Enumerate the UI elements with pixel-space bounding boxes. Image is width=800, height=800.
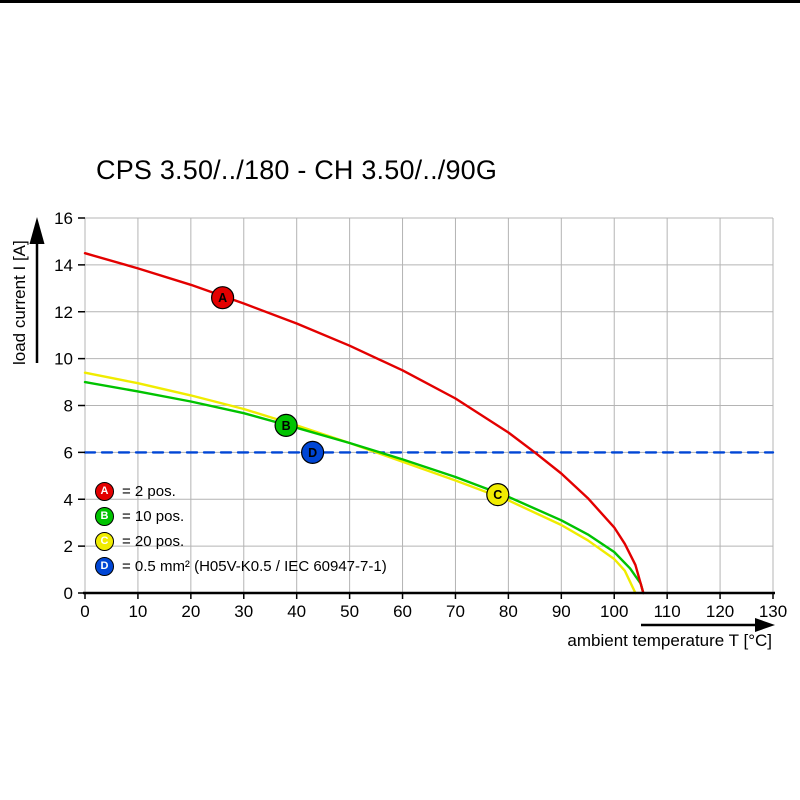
x-tick-label: 60: [393, 602, 412, 621]
marker-letter-A: A: [218, 291, 227, 305]
x-tick-label: 100: [600, 602, 628, 621]
x-tick-label: 120: [706, 602, 734, 621]
derating-chart: 0 10 20 30 40 50 60 70 80 90 100 110 120 130 0 2 4 6 8 10 12…: [29, 209, 787, 632]
x-tick-label: 10: [128, 602, 147, 621]
marker-A: [211, 286, 235, 310]
x-tick-label: 110: [654, 602, 681, 621]
legend-marker-B: B: [95, 507, 114, 526]
x-tick-label: 0: [80, 602, 89, 621]
curve-C: [83, 371, 637, 595]
y-tick-label: 12: [54, 303, 73, 322]
legend-label-B: = 10 pos.: [122, 508, 185, 525]
x-tick-label: 20: [181, 602, 200, 621]
x-tick-label: 40: [287, 602, 306, 621]
legend-item-B: B = 10 pos.: [95, 504, 387, 529]
marker-letter-D: D: [308, 446, 317, 460]
y-axis-arrowhead-icon: [29, 217, 45, 244]
x-tick-label: 70: [446, 602, 465, 621]
legend-item-C: C = 20 pos.: [95, 529, 387, 554]
x-tick-label: 30: [234, 602, 253, 621]
y-tick-label: 8: [64, 397, 73, 416]
marker-letter-C: C: [493, 488, 502, 502]
y-tick-label: 0: [64, 584, 73, 603]
y-axis-label: load current I [A]: [10, 240, 29, 365]
y-tick-label: 4: [64, 490, 73, 509]
y-tick-label: 2: [64, 537, 73, 556]
legend-label-D: = 0.5 mm² (H05V-K0.5 / IEC 60947-7-1): [122, 558, 387, 575]
x-axis-label: ambient temperature T [°C]: [567, 631, 772, 650]
legend-label-C: = 20 pos.: [122, 533, 185, 550]
legend: A = 2 pos. B = 10 pos. C = 20 pos. D = 0.5 mm² …: [95, 479, 387, 579]
x-tick-label: 130: [759, 602, 787, 621]
legend-item-A: A = 2 pos.: [95, 479, 387, 504]
x-axis-arrowhead-icon: [755, 618, 775, 632]
y-tick-label: 14: [54, 256, 73, 275]
y-tick-label: 6: [64, 443, 73, 462]
legend-marker-D: D: [95, 557, 114, 576]
y-tick-label: 10: [54, 350, 73, 369]
legend-marker-C: C: [95, 532, 114, 551]
legend-item-D: D = 0.5 mm² (H05V-K0.5 / IEC 60947-7-1): [95, 554, 387, 579]
curve-B: [83, 380, 645, 595]
x-tick-label: 90: [552, 602, 571, 621]
marker-B: [274, 413, 298, 437]
chart-title: CPS 3.50/../180 - CH 3.50/../90G: [96, 155, 498, 185]
marker-letter-B: B: [282, 419, 291, 433]
marker-C: [486, 483, 510, 507]
marker-D: [301, 440, 325, 464]
x-tick-label: 80: [499, 602, 518, 621]
y-tick-label: 16: [54, 209, 73, 228]
legend-marker-A: A: [95, 482, 114, 501]
legend-label-A: = 2 pos.: [122, 483, 176, 500]
x-tick-label: 50: [340, 602, 359, 621]
